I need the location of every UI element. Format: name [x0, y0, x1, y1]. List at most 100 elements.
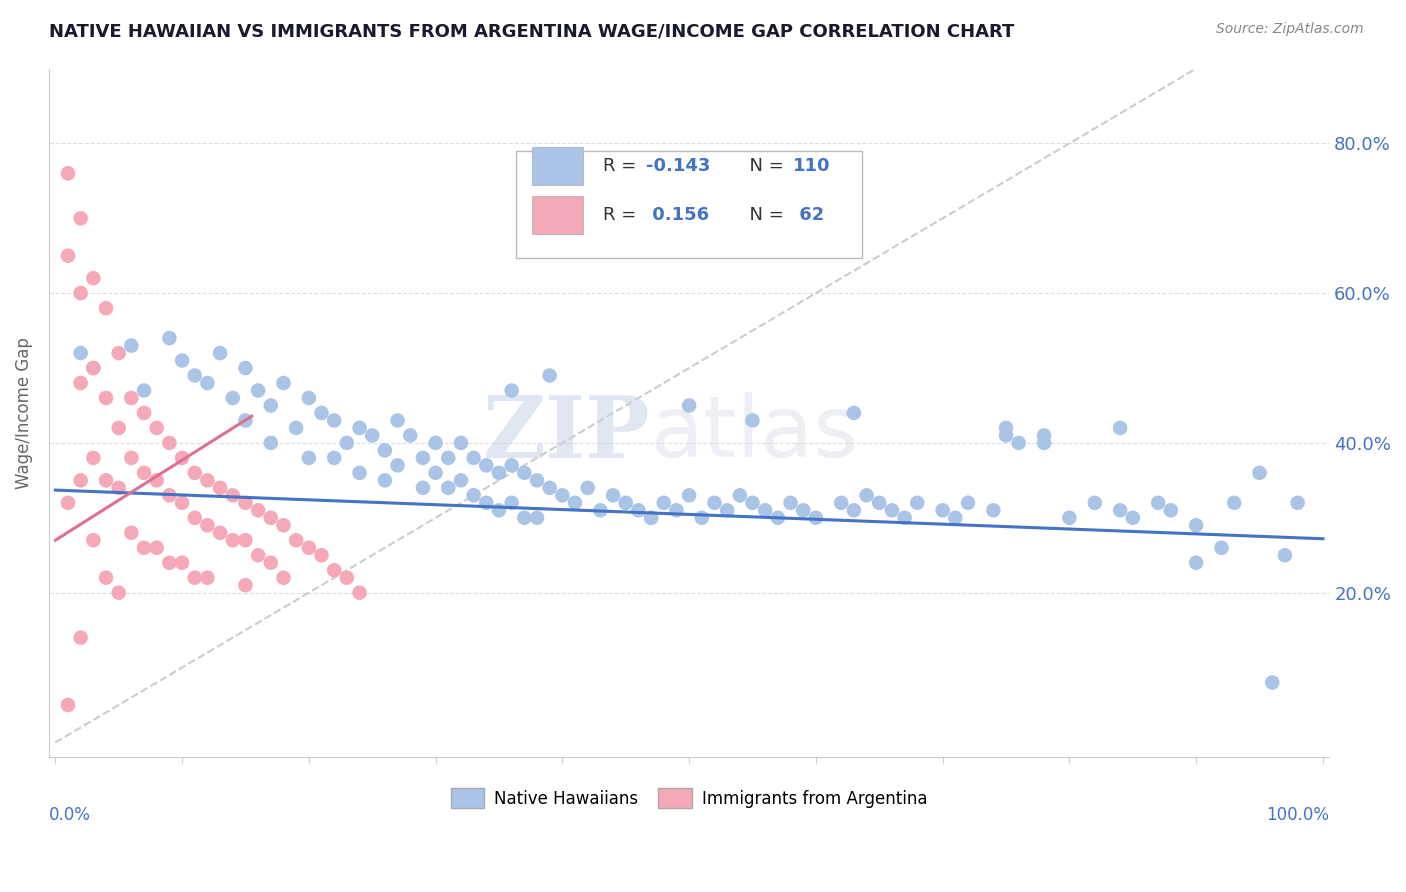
Point — [336, 571, 359, 585]
Point — [627, 503, 650, 517]
Point — [197, 376, 219, 390]
Point — [551, 488, 574, 502]
Point — [1109, 503, 1132, 517]
Point — [1160, 503, 1182, 517]
Point — [1274, 548, 1296, 562]
Point — [374, 443, 396, 458]
Text: R =: R = — [603, 157, 643, 176]
Point — [678, 399, 700, 413]
Text: 0.156: 0.156 — [645, 206, 709, 224]
Point — [1033, 428, 1056, 442]
Point — [880, 503, 903, 517]
Point — [209, 346, 232, 360]
Point — [741, 496, 763, 510]
Point — [285, 421, 308, 435]
Point — [425, 466, 447, 480]
Point — [450, 474, 472, 488]
Point — [323, 450, 346, 465]
Point — [107, 421, 129, 435]
Point — [868, 496, 890, 510]
Point — [82, 271, 104, 285]
Point — [82, 533, 104, 548]
Point — [247, 548, 270, 562]
Point — [956, 496, 979, 510]
Point — [387, 413, 409, 427]
Point — [437, 481, 460, 495]
Point — [1033, 436, 1056, 450]
Point — [323, 563, 346, 577]
Point — [170, 496, 193, 510]
Point — [197, 518, 219, 533]
FancyBboxPatch shape — [531, 196, 583, 235]
Point — [145, 421, 167, 435]
FancyBboxPatch shape — [516, 151, 862, 258]
Point — [56, 249, 79, 263]
Point — [564, 496, 586, 510]
Point — [94, 391, 117, 405]
Point — [94, 474, 117, 488]
Point — [197, 474, 219, 488]
Point — [526, 510, 548, 524]
Point — [260, 436, 283, 450]
Point — [905, 496, 928, 510]
Point — [349, 466, 371, 480]
Point — [82, 361, 104, 376]
Text: N =: N = — [738, 157, 789, 176]
Legend: Native Hawaiians, Immigrants from Argentina: Native Hawaiians, Immigrants from Argent… — [451, 789, 928, 807]
Point — [120, 391, 142, 405]
Text: 100.0%: 100.0% — [1267, 805, 1329, 823]
Point — [69, 286, 91, 301]
Point — [69, 474, 91, 488]
Point — [235, 361, 257, 376]
Point — [995, 428, 1018, 442]
Point — [145, 541, 167, 555]
Point — [235, 578, 257, 592]
Point — [779, 496, 801, 510]
Point — [184, 466, 207, 480]
Text: Source: ZipAtlas.com: Source: ZipAtlas.com — [1216, 22, 1364, 37]
Point — [1185, 556, 1208, 570]
Point — [170, 353, 193, 368]
Point — [399, 428, 422, 442]
Point — [94, 301, 117, 315]
Point — [652, 496, 675, 510]
Point — [412, 481, 434, 495]
Point — [56, 496, 79, 510]
Point — [170, 556, 193, 570]
Point — [1261, 675, 1284, 690]
Point — [488, 466, 510, 480]
Point — [766, 510, 789, 524]
Point — [82, 450, 104, 465]
Point — [56, 166, 79, 180]
Point — [526, 474, 548, 488]
Point — [69, 211, 91, 226]
Point — [538, 368, 561, 383]
Point — [501, 384, 523, 398]
Text: NATIVE HAWAIIAN VS IMMIGRANTS FROM ARGENTINA WAGE/INCOME GAP CORRELATION CHART: NATIVE HAWAIIAN VS IMMIGRANTS FROM ARGEN… — [49, 22, 1015, 40]
Point — [589, 503, 612, 517]
Point — [792, 503, 814, 517]
Point — [576, 481, 599, 495]
Point — [157, 331, 180, 345]
Point — [184, 571, 207, 585]
Point — [184, 510, 207, 524]
Point — [741, 413, 763, 427]
Point — [703, 496, 725, 510]
Point — [943, 510, 966, 524]
Point — [197, 571, 219, 585]
Point — [804, 510, 827, 524]
Text: N =: N = — [738, 206, 789, 224]
Point — [285, 533, 308, 548]
Point — [132, 406, 155, 420]
Point — [475, 496, 498, 510]
Point — [120, 525, 142, 540]
Point — [1084, 496, 1107, 510]
Text: 110: 110 — [793, 157, 831, 176]
Point — [728, 488, 751, 502]
Point — [222, 533, 245, 548]
Point — [1185, 518, 1208, 533]
Point — [437, 450, 460, 465]
Point — [1147, 496, 1170, 510]
Point — [501, 458, 523, 473]
Point — [678, 488, 700, 502]
